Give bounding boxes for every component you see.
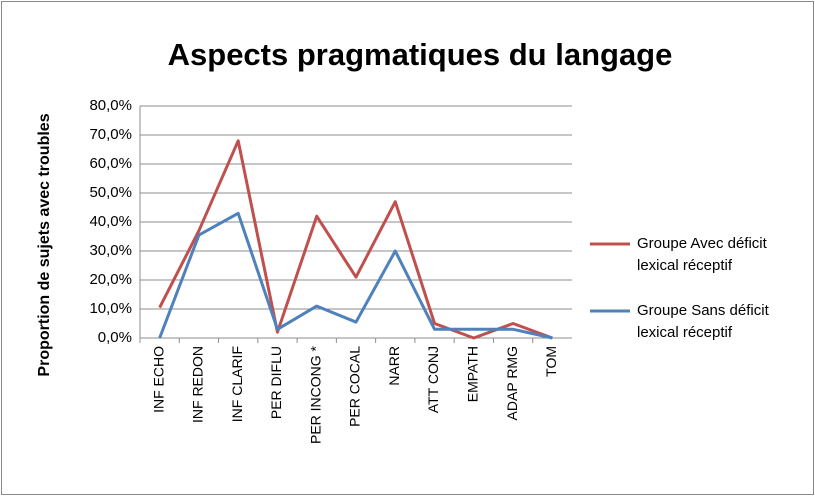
legend-label: Groupe Sans déficit lexical réceptif — [637, 302, 769, 341]
x-tick-label: ATT CONJ — [425, 346, 441, 413]
x-tick-label: TOM — [543, 346, 559, 377]
y-tick-label: 40,0% — [89, 213, 132, 230]
x-tick-label: EMPATH — [465, 346, 481, 402]
y-tick-label: 60,0% — [89, 155, 132, 172]
x-tick-label: PER INCONG * — [307, 345, 323, 444]
series-line — [158, 211, 553, 340]
y-tick-label: 50,0% — [89, 184, 132, 201]
series-line — [158, 139, 553, 340]
x-tick-label: ADAP RMG — [504, 346, 520, 420]
y-axis-label: Proportion de sujets avec troubles — [36, 113, 53, 376]
legend-label: Groupe Avec déficit lexical réceptif — [637, 235, 767, 274]
chart-title: Aspects pragmatiques du langage — [168, 37, 673, 72]
x-tick-label: PER COCAL — [347, 346, 363, 427]
y-tick-label: 80,0% — [89, 97, 132, 114]
x-tick-label: NARR — [386, 346, 402, 386]
x-tick-label: INF REDON — [190, 346, 206, 423]
y-tick-label: 70,0% — [89, 126, 132, 143]
y-tick-label: 20,0% — [89, 271, 132, 288]
y-tick-label: 0,0% — [98, 329, 132, 346]
y-tick-label: 10,0% — [89, 300, 132, 317]
x-tick-label: INF ECHO — [150, 346, 166, 413]
x-tick-label: INF CLARIF — [229, 346, 245, 422]
y-tick-label: 30,0% — [89, 242, 132, 259]
x-tick-label: PER DIFLU — [268, 346, 284, 419]
